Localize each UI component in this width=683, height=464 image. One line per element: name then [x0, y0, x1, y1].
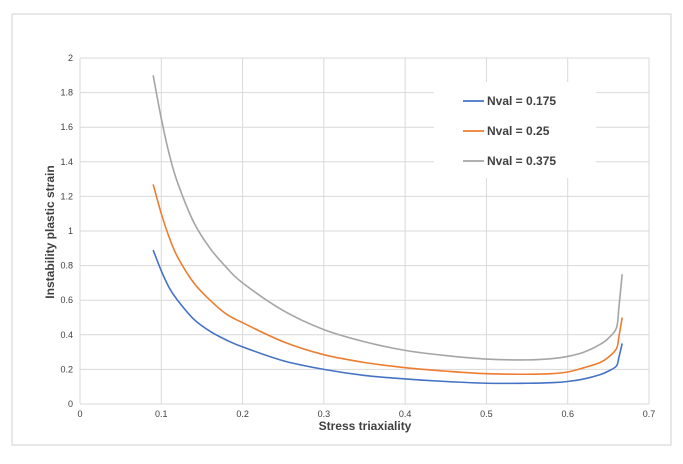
- y-tick-label: 1: [68, 226, 73, 236]
- series-line-3: [152, 75, 623, 361]
- gridlines: [79, 57, 650, 405]
- x-tick-label: 0: [77, 409, 82, 419]
- y-tick-label: 0.2: [60, 364, 73, 374]
- x-tick-label: 0.2: [236, 409, 249, 419]
- x-tick-label: 0.3: [318, 409, 331, 419]
- x-axis-title: Stress triaxiality: [319, 419, 412, 433]
- x-tick-label: 0.5: [480, 409, 493, 419]
- legend-box: [434, 82, 596, 178]
- y-tick-label: 2: [68, 53, 73, 63]
- y-tick-label: 1.2: [60, 191, 73, 201]
- legend-label-1: Nval = 0.175: [487, 94, 556, 108]
- legend-label-2: Nval = 0.25: [487, 124, 550, 138]
- series-line-1: [152, 249, 623, 385]
- y-tick-label: 0: [68, 399, 73, 409]
- series-line-2: [152, 184, 623, 376]
- y-tick-label: 1.4: [60, 157, 73, 167]
- x-tick-label: 0.7: [643, 409, 656, 419]
- y-tick-label: 0.6: [60, 295, 73, 305]
- legend-label-3: Nval = 0.375: [487, 154, 556, 168]
- x-tick-label: 0.1: [155, 409, 168, 419]
- x-tick-label: 0.6: [561, 409, 574, 419]
- y-tick-label: 1.6: [60, 122, 73, 132]
- x-tick-label: 0.4: [399, 409, 412, 419]
- y-axis-title: Instability plastic strain: [43, 165, 57, 298]
- series-lines: [152, 75, 623, 385]
- legend: Nval = 0.175 Nval = 0.25 Nval = 0.375: [434, 82, 596, 178]
- y-tick-label: 1.8: [60, 88, 73, 98]
- y-tick-label: 0.4: [60, 330, 73, 340]
- y-tick-label: 0.8: [60, 261, 73, 271]
- tick-labels: 0 0.1 0.2 0.3 0.4 0.5 0.6 0.7 0 0.2 0.4 0.6 0.8 1 1.2 1…: [60, 53, 655, 419]
